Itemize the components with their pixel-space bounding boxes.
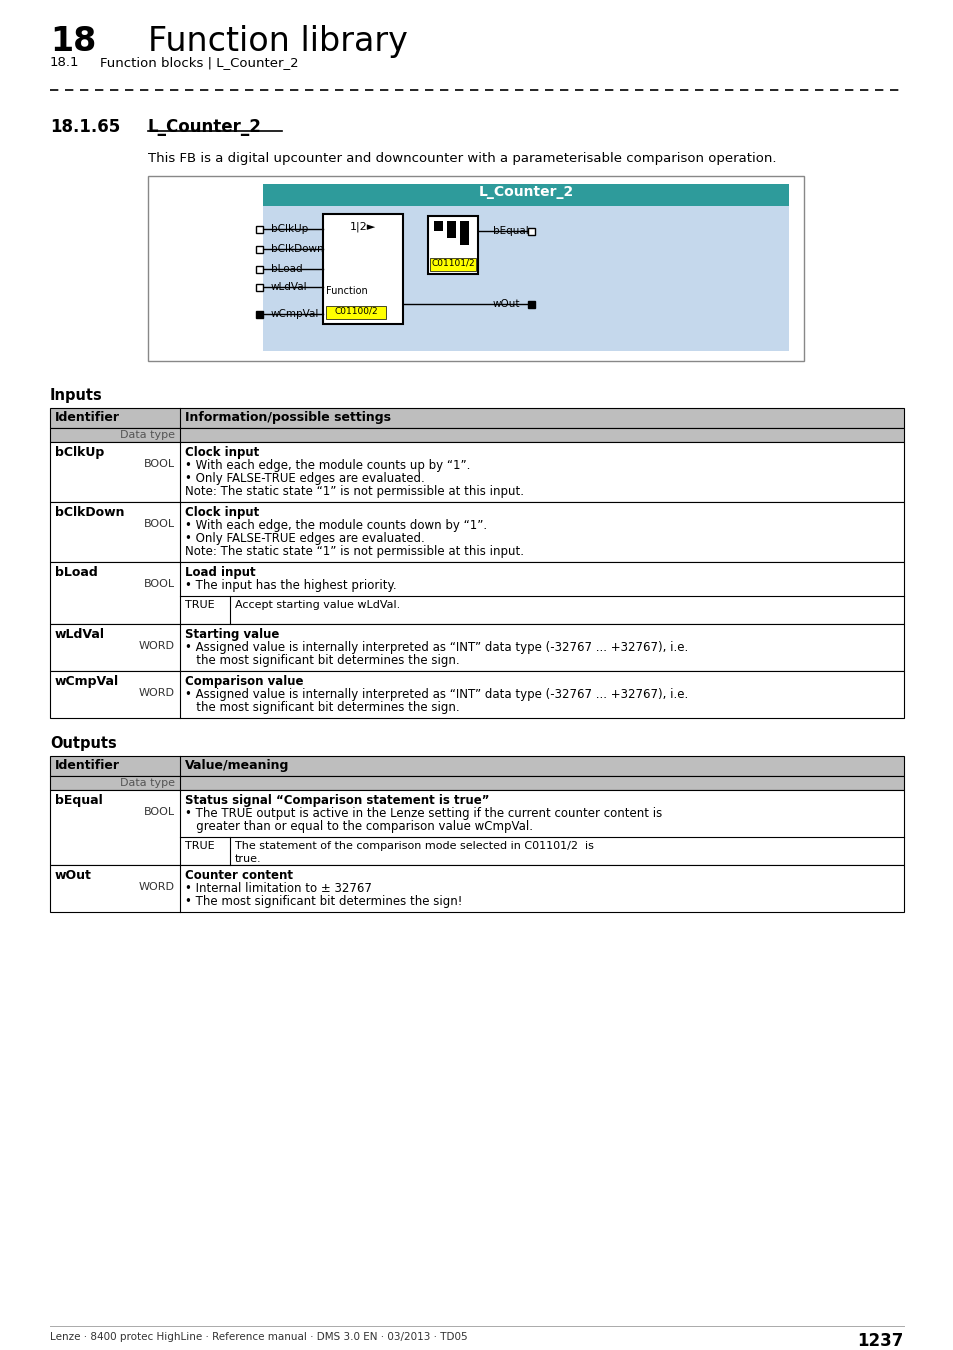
Text: Inputs: Inputs [50, 387, 103, 404]
Text: Clock input: Clock input [185, 446, 259, 459]
Text: bEqual: bEqual [55, 794, 103, 807]
Text: • Assigned value is internally interpreted as “INT” data type (-32767 ... +32767: • Assigned value is internally interpret… [185, 688, 687, 701]
Bar [434, 221, 442, 231]
Text: Identifier: Identifier [55, 759, 120, 772]
Text: • With each edge, the module counts down by “1”.: • With each edge, the module counts down… [185, 518, 487, 532]
Text: WORD: WORD [139, 882, 174, 892]
Text: • Only FALSE-TRUE edges are evaluated.: • Only FALSE-TRUE edges are evaluated. [185, 472, 424, 485]
Text: Outputs: Outputs [50, 736, 116, 751]
Text: Data type: Data type [120, 778, 174, 788]
Text: The statement of the comparison mode selected in C01101/2  is: The statement of the comparison mode sel… [234, 841, 594, 850]
Text: BOOL: BOOL [144, 459, 174, 468]
Text: bEqual: bEqual [493, 225, 528, 236]
Text: true.: true. [234, 855, 261, 864]
Text: 1|2►: 1|2► [350, 221, 375, 232]
Bar [255, 266, 263, 273]
Text: 18.1: 18.1 [50, 55, 79, 69]
Text: Accept starting value wLdVal.: Accept starting value wLdVal. [234, 599, 400, 610]
Bar [527, 228, 535, 235]
Bar [527, 301, 535, 308]
Text: Note: The static state “1” is not permissible at this input.: Note: The static state “1” is not permis… [185, 545, 523, 558]
Text: Identifier: Identifier [55, 410, 120, 424]
Text: WORD: WORD [139, 641, 174, 651]
Text: bLoad: bLoad [55, 566, 97, 579]
Text: Note: The static state “1” is not permissible at this input.: Note: The static state “1” is not permis… [185, 485, 523, 498]
Text: bClkDown: bClkDown [55, 506, 125, 518]
Bar [50, 790, 903, 865]
Text: wLdVal: wLdVal [55, 628, 105, 641]
Text: wLdVal: wLdVal [271, 282, 307, 292]
Text: • The input has the highest priority.: • The input has the highest priority. [185, 579, 396, 593]
Text: the most significant bit determines the sign.: the most significant bit determines the … [185, 653, 459, 667]
Text: WORD: WORD [139, 688, 174, 698]
Bar [50, 756, 903, 776]
Bar [447, 221, 456, 238]
Text: bClkDown: bClkDown [271, 244, 323, 254]
Bar [50, 671, 903, 718]
Text: • The most significant bit determines the sign!: • The most significant bit determines th… [185, 895, 462, 909]
Text: BOOL: BOOL [144, 579, 174, 589]
Bar [148, 176, 803, 360]
Text: greater than or equal to the comparison value wCmpVal.: greater than or equal to the comparison … [185, 819, 533, 833]
Bar [263, 184, 788, 207]
Text: This FB is a digital upcounter and downcounter with a parameterisable comparison: This FB is a digital upcounter and downc… [148, 153, 776, 165]
Text: BOOL: BOOL [144, 518, 174, 529]
Text: wCmpVal: wCmpVal [271, 309, 319, 319]
Bar [459, 221, 469, 244]
Text: L_Counter_2: L_Counter_2 [148, 117, 262, 136]
Bar [50, 865, 903, 913]
Text: wOut: wOut [55, 869, 91, 882]
Text: Counter content: Counter content [185, 869, 293, 882]
Text: bLoad: bLoad [271, 265, 302, 274]
Text: • Assigned value is internally interpreted as “INT” data type (-32767 ... +32767: • Assigned value is internally interpret… [185, 641, 687, 653]
Text: 1237: 1237 [857, 1332, 903, 1350]
Bar [263, 184, 788, 351]
Bar [50, 776, 903, 790]
Bar [255, 246, 263, 252]
Text: bClkUp: bClkUp [271, 224, 308, 234]
Bar [50, 502, 903, 562]
Text: L_Counter_2: L_Counter_2 [477, 185, 573, 198]
Text: TRUE: TRUE [185, 841, 214, 850]
Bar [326, 306, 386, 319]
Bar [50, 408, 903, 428]
Text: bClkUp: bClkUp [55, 446, 104, 459]
Bar [255, 310, 263, 317]
Text: Status signal “Comparison statement is true”: Status signal “Comparison statement is t… [185, 794, 489, 807]
Text: Function: Function [326, 286, 367, 296]
Bar [50, 562, 903, 624]
Text: C01101/2: C01101/2 [431, 259, 475, 269]
Text: 18.1.65: 18.1.65 [50, 117, 120, 136]
Text: Information/possible settings: Information/possible settings [185, 410, 391, 424]
Bar [428, 216, 477, 274]
Text: Data type: Data type [120, 431, 174, 440]
Bar [50, 441, 903, 502]
Text: Function library: Function library [148, 26, 408, 58]
Bar [50, 624, 903, 671]
Text: the most significant bit determines the sign.: the most significant bit determines the … [185, 701, 459, 714]
Text: C01100/2: C01100/2 [334, 306, 377, 316]
Text: Load input: Load input [185, 566, 255, 579]
Text: • The TRUE output is active in the Lenze setting if the current counter content : • The TRUE output is active in the Lenze… [185, 807, 661, 819]
Text: Value/meaning: Value/meaning [185, 759, 289, 772]
Bar [255, 225, 263, 232]
Text: Starting value: Starting value [185, 628, 279, 641]
Text: • Internal limitation to ± 32767: • Internal limitation to ± 32767 [185, 882, 372, 895]
Text: Clock input: Clock input [185, 506, 259, 518]
Text: TRUE: TRUE [185, 599, 214, 610]
Text: Function blocks | L_Counter_2: Function blocks | L_Counter_2 [100, 55, 298, 69]
Bar [323, 215, 402, 324]
Text: 18: 18 [50, 26, 96, 58]
Bar [430, 258, 476, 271]
Text: • With each edge, the module counts up by “1”.: • With each edge, the module counts up b… [185, 459, 470, 472]
Bar [255, 284, 263, 290]
Text: Comparison value: Comparison value [185, 675, 303, 688]
Bar [50, 428, 903, 441]
Text: • Only FALSE-TRUE edges are evaluated.: • Only FALSE-TRUE edges are evaluated. [185, 532, 424, 545]
Text: wCmpVal: wCmpVal [55, 675, 119, 688]
Text: wOut: wOut [493, 298, 520, 309]
Text: Lenze · 8400 protec HighLine · Reference manual · DMS 3.0 EN · 03/2013 · TD05: Lenze · 8400 protec HighLine · Reference… [50, 1332, 467, 1342]
Text: BOOL: BOOL [144, 807, 174, 817]
